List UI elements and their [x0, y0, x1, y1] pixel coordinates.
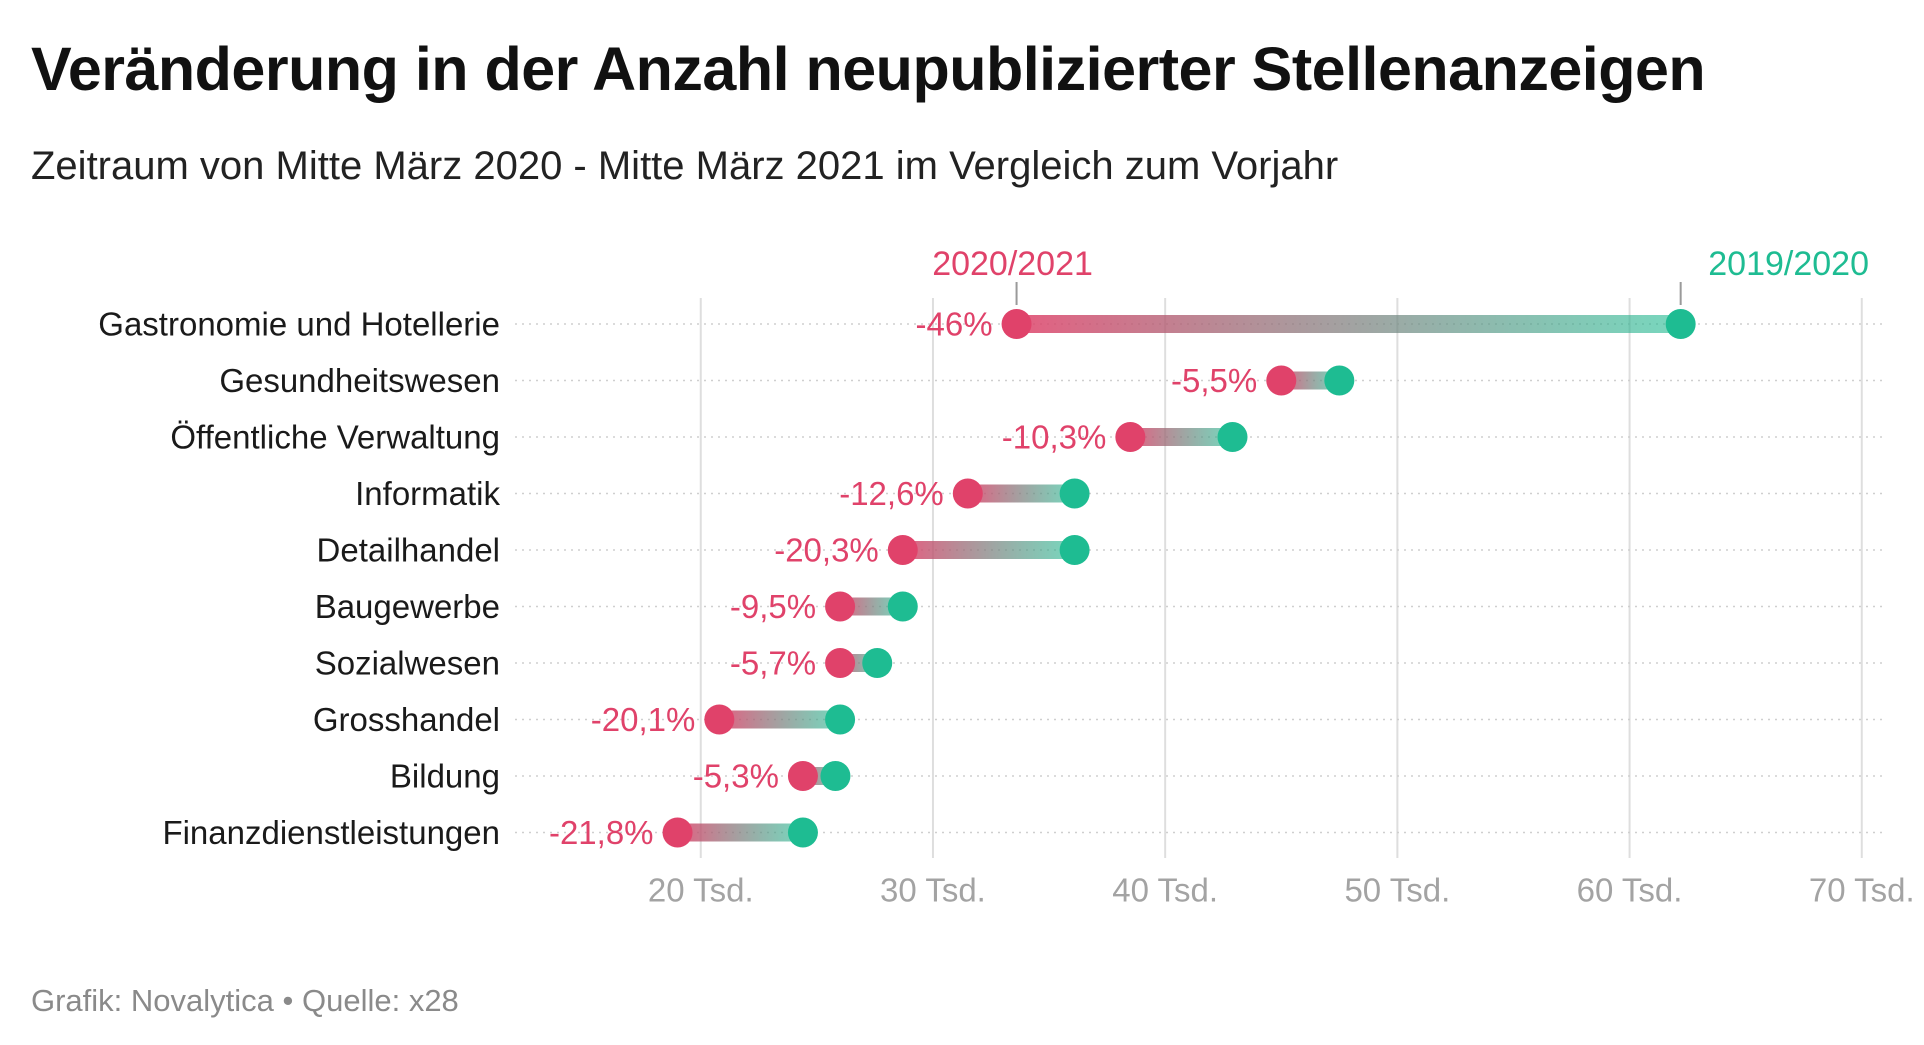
dot-2020-2021 — [1001, 309, 1032, 339]
category-label: Öffentliche Verwaltung — [170, 419, 500, 456]
x-tick-label: 20 Tsd. — [648, 872, 754, 909]
change-label: -20,1% — [591, 701, 696, 738]
x-tick-label: 40 Tsd. — [1112, 872, 1218, 909]
dumbbell-bar — [902, 541, 1075, 559]
category-label: Gesundheitswesen — [219, 362, 500, 399]
change-label: -5,7% — [730, 645, 816, 682]
change-label: -46% — [916, 306, 993, 343]
category-label: Sozialwesen — [315, 645, 500, 682]
category-label: Detailhandel — [317, 532, 500, 569]
category-label: Bildung — [390, 758, 500, 795]
dot-2019-2020 — [1059, 478, 1090, 509]
x-tick-label: 30 Tsd. — [880, 872, 986, 909]
dot-2020-2021 — [662, 817, 693, 848]
change-label: -12,6% — [839, 475, 944, 512]
dot-2019-2020 — [820, 761, 851, 791]
dot-2019-2020 — [1324, 365, 1355, 396]
dot-2020-2021 — [704, 704, 735, 735]
source-footer: Grafik: Novalytica • Quelle: x28 — [31, 983, 459, 1018]
dumbbell-bar — [1281, 371, 1340, 390]
category-label: Grosshandel — [313, 701, 500, 738]
dot-2020-2021 — [952, 478, 983, 509]
legend-label-2020-2021: 2020/2021 — [932, 245, 1093, 283]
dot-2020-2021 — [787, 761, 818, 791]
dot-2020-2021 — [825, 591, 856, 622]
change-label: -9,5% — [730, 588, 816, 625]
dot-2019-2020 — [1059, 535, 1090, 565]
change-label: -20,3% — [774, 532, 879, 569]
legend: 2020/2021 2019/2020 — [932, 245, 1869, 305]
dot-2019-2020 — [825, 704, 856, 735]
dot-2019-2020 — [862, 648, 893, 678]
chart-subtitle: Zeitraum von Mitte März 2020 - Mitte Mär… — [31, 144, 1339, 188]
dumbbell-bar — [677, 823, 803, 842]
dot-2019-2020 — [1217, 422, 1248, 452]
dot-2020-2021 — [1115, 422, 1146, 452]
dot-2019-2020 — [787, 817, 818, 848]
dumbbell-bar — [1130, 428, 1233, 446]
grid-lines — [699, 298, 1863, 858]
legend-label-2019-2020: 2019/2020 — [1708, 245, 1869, 283]
data-rows: Gastronomie und Hotellerie -46% Gesundheit… — [98, 306, 1885, 851]
category-label: Informatik — [355, 475, 500, 512]
x-axis-ticks: 20 Tsd. 30 Tsd. 40 Tsd. 50 Tsd. 60 Tsd. 70 Ts… — [648, 872, 1915, 909]
dot-2019-2020 — [1665, 309, 1696, 339]
dot-2020-2021 — [1266, 365, 1297, 396]
x-tick-label: 50 Tsd. — [1344, 872, 1450, 909]
chart-title: Veränderung in der Anzahl neupublizierte… — [31, 35, 1706, 103]
category-label: Gastronomie und Hotellerie — [98, 306, 500, 343]
x-tick-label: 60 Tsd. — [1577, 872, 1683, 909]
dumbbell-bar — [840, 597, 903, 616]
dumbbell-bar — [967, 484, 1075, 503]
category-label: Finanzdienstleistungen — [162, 814, 500, 851]
change-label: -5,3% — [693, 758, 779, 795]
category-label: Baugewerbe — [315, 588, 500, 625]
dot-2020-2021 — [825, 648, 856, 678]
dot-2019-2020 — [887, 591, 918, 622]
dumbbell-bar — [719, 710, 841, 729]
change-label: -5,5% — [1171, 362, 1257, 399]
dumbbell-bar — [1016, 315, 1681, 333]
x-tick-label: 70 Tsd. — [1809, 872, 1915, 909]
change-label: -21,8% — [549, 814, 654, 851]
change-label: -10,3% — [1002, 419, 1107, 456]
dot-2020-2021 — [887, 535, 918, 565]
